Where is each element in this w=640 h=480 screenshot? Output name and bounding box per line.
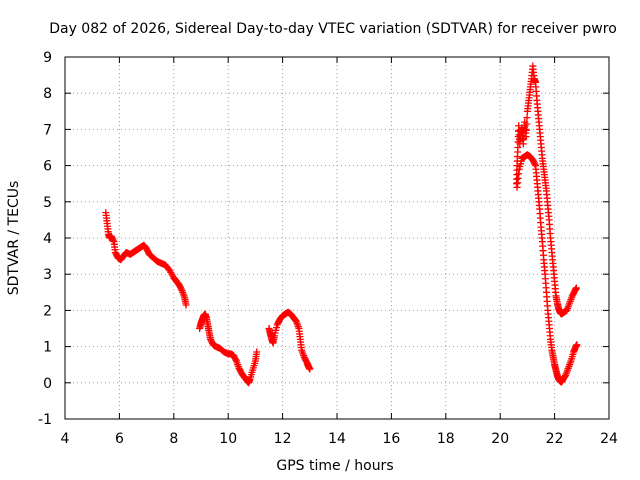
data-point bbox=[232, 356, 240, 364]
y-tick-label: 6 bbox=[43, 159, 52, 175]
x-tick-label: 8 bbox=[169, 431, 178, 447]
chart-title: Day 082 of 2026, Sidereal Day-to-day VTE… bbox=[49, 21, 617, 37]
data-series bbox=[513, 62, 580, 318]
y-tick-label: 5 bbox=[43, 195, 52, 211]
data-point bbox=[109, 236, 117, 244]
data-point bbox=[253, 348, 261, 356]
data-point bbox=[306, 365, 314, 373]
y-tick-label: 2 bbox=[43, 303, 52, 319]
x-tick-label: 18 bbox=[437, 431, 455, 447]
x-axis-label: GPS time / hours bbox=[276, 458, 393, 474]
y-tick-label: 8 bbox=[43, 86, 52, 102]
x-tick-label: 20 bbox=[491, 431, 509, 447]
data-point bbox=[523, 114, 531, 122]
data-series bbox=[196, 310, 261, 387]
data-series bbox=[102, 209, 190, 309]
x-tick-label: 16 bbox=[382, 431, 400, 447]
data-point bbox=[572, 284, 580, 292]
data-point bbox=[182, 301, 190, 309]
x-tick-label: 24 bbox=[600, 431, 618, 447]
y-tick-label: 0 bbox=[43, 376, 52, 392]
grid-lines bbox=[65, 57, 609, 419]
y-tick-label: -1 bbox=[38, 412, 52, 428]
y-tick-label: 9 bbox=[43, 50, 52, 66]
y-axis-ticks: -1 0 1 2 3 4 5 6 7 8 9 bbox=[38, 50, 609, 428]
data-series bbox=[265, 308, 314, 373]
data-points bbox=[102, 62, 581, 387]
data-point bbox=[523, 120, 531, 128]
data-series bbox=[513, 151, 581, 386]
y-tick-label: 3 bbox=[43, 267, 52, 283]
data-point bbox=[531, 160, 539, 168]
x-tick-label: 22 bbox=[546, 431, 564, 447]
data-point bbox=[522, 133, 530, 141]
y-tick-label: 1 bbox=[43, 340, 52, 356]
x-tick-label: 12 bbox=[274, 431, 292, 447]
x-tick-label: 10 bbox=[219, 431, 237, 447]
plot-frame bbox=[64, 56, 610, 420]
x-tick-label: 4 bbox=[61, 431, 70, 447]
x-tick-label: 6 bbox=[115, 431, 124, 447]
x-axis-ticks: 4 6 8 10 12 14 16 18 20 22 24 bbox=[61, 57, 618, 447]
x-tick-label: 14 bbox=[328, 431, 346, 447]
data-point bbox=[522, 126, 530, 134]
y-tick-label: 4 bbox=[43, 231, 52, 247]
y-axis-label: SDTVAR / TECUs bbox=[6, 181, 22, 296]
data-point bbox=[177, 285, 185, 293]
y-tick-label: 7 bbox=[43, 122, 52, 138]
data-point bbox=[573, 341, 581, 349]
